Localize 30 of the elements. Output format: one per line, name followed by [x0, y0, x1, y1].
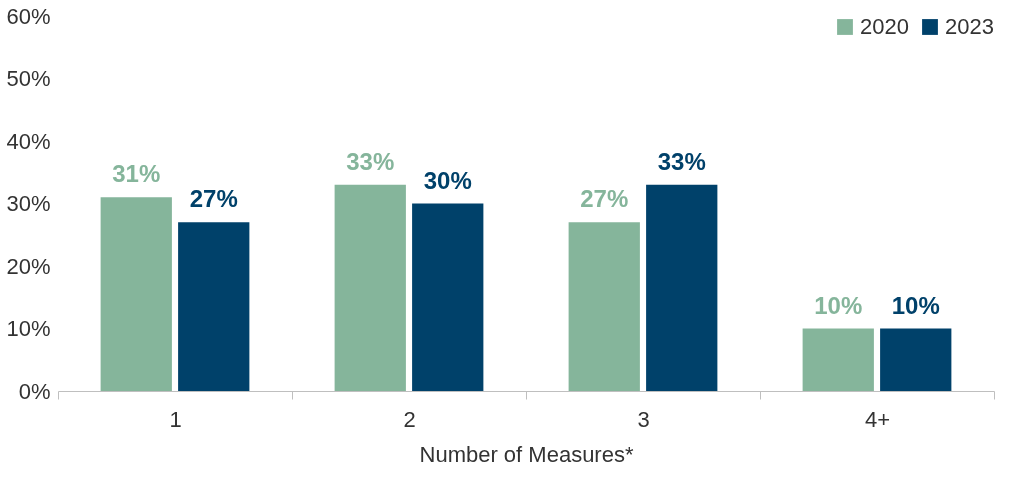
- bar: [568, 222, 640, 391]
- bar: [100, 197, 172, 391]
- y-tick-label: 50%: [6, 66, 51, 91]
- y-tick-label: 60%: [6, 3, 51, 29]
- x-tick-label: 3: [637, 406, 650, 432]
- bar: [178, 222, 250, 391]
- legend-label: 2020: [860, 14, 909, 39]
- data-label: 31%: [112, 160, 161, 188]
- data-label: 30%: [423, 166, 472, 194]
- bar: [802, 328, 874, 391]
- data-label: 10%: [891, 291, 940, 319]
- data-label: 27%: [580, 185, 629, 213]
- x-tick-label: 4+: [864, 406, 891, 432]
- x-tick-label: 2: [403, 406, 416, 432]
- data-label: 33%: [657, 147, 706, 175]
- data-label: 27%: [189, 185, 238, 213]
- legend-label: 2023: [945, 14, 994, 39]
- x-tick-label: 1: [169, 406, 182, 432]
- x-axis-title: Number of Measures*: [419, 441, 634, 467]
- y-tick-label: 0%: [18, 378, 51, 404]
- bar: [646, 184, 718, 391]
- data-label: 33%: [346, 147, 395, 175]
- bar: [412, 203, 484, 391]
- bar: [880, 328, 952, 391]
- y-tick-label: 10%: [6, 316, 51, 341]
- bar: [334, 184, 406, 391]
- y-tick-label: 40%: [6, 128, 51, 154]
- y-tick-label: 20%: [6, 253, 51, 279]
- y-tick-label: 30%: [6, 191, 51, 216]
- data-label: 10%: [814, 291, 863, 319]
